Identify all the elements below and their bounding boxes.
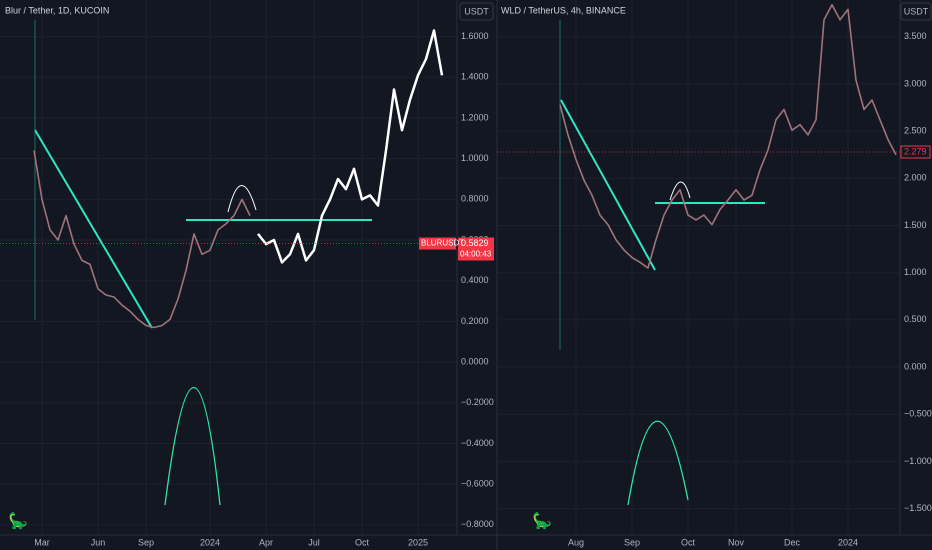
- arc-drawing: [669, 181, 691, 201]
- y-tick-label: −1.500: [904, 503, 932, 513]
- arc-drawing: [627, 420, 689, 506]
- price-line: [559, 3, 897, 269]
- x-tick-label: Mar: [34, 537, 50, 547]
- y-tick-label: 3.500: [904, 31, 927, 41]
- x-tick-label: 2024: [200, 537, 220, 547]
- arc-drawing: [227, 185, 257, 213]
- x-tick-label: Jun: [91, 537, 106, 547]
- x-tick-label: 2024: [838, 537, 858, 547]
- logo: 🦕: [532, 511, 552, 530]
- chart-title: WLD / TetherUS, 4h, BINANCE: [501, 5, 626, 15]
- x-tick-label: Aug: [568, 537, 584, 547]
- trend-line: [34, 129, 153, 329]
- x-tick-label: Sep: [138, 537, 154, 547]
- y-tick-label: 0.4000: [461, 275, 489, 285]
- last-price-label: 2.279: [904, 146, 927, 156]
- y-tick-label: −0.4000: [461, 438, 494, 448]
- x-tick-label: Sep: [624, 537, 640, 547]
- y-tick-label: 1.0000: [461, 153, 489, 163]
- y-tick-label: 1.6000: [461, 31, 489, 41]
- last-price-label: 0.5829: [461, 238, 489, 248]
- countdown-label: 04:00:43: [460, 250, 492, 259]
- unit-button[interactable]: [900, 2, 932, 21]
- symbol-tag: [419, 237, 456, 250]
- y-tick-label: 2.000: [904, 173, 927, 183]
- y-tick-label: 1.500: [904, 220, 927, 230]
- y-tick-label: −0.500: [904, 409, 932, 419]
- data-layer: [0, 3, 900, 329]
- x-tick-label: Oct: [681, 537, 696, 547]
- y-tick-label: 1.4000: [461, 72, 489, 82]
- arc-drawing: [164, 387, 221, 506]
- x-tick-label: Jul: [308, 537, 320, 547]
- y-tick-label: 2.500: [904, 126, 927, 136]
- grid-layer: [0, 0, 900, 535]
- y-tick-label: 3.000: [904, 78, 927, 88]
- symbol-label: BLURUSDT: [421, 239, 464, 248]
- price-tag: [458, 237, 494, 261]
- y-tick-label: 1.000: [904, 267, 927, 277]
- y-tick-label: −0.8000: [461, 519, 494, 529]
- y-tick-label: −0.2000: [461, 397, 494, 407]
- y-tick-label: 1.2000: [461, 112, 489, 122]
- y-tick-label: 0.500: [904, 314, 927, 324]
- x-tick-label: Oct: [355, 537, 370, 547]
- x-tick-label: 2025: [408, 537, 428, 547]
- y-tick-label: 0.0000: [461, 356, 489, 366]
- x-tick-label: Apr: [259, 537, 273, 547]
- chart-title: Blur / Tether, 1D, KUCOIN: [5, 5, 109, 15]
- unit-button[interactable]: [459, 2, 494, 21]
- y-tick-label: −0.6000: [461, 479, 494, 489]
- x-tick-label: Dec: [784, 537, 801, 547]
- y-tick-label: −1.000: [904, 456, 932, 466]
- price-line: [33, 150, 251, 329]
- logo: 🦕: [8, 511, 28, 530]
- trend-line: [560, 99, 656, 271]
- unit-label[interactable]: USDT: [464, 6, 489, 16]
- price-line: [257, 29, 444, 264]
- y-tick-label: 0.000: [904, 361, 927, 371]
- y-tick-label: 0.2000: [461, 316, 489, 326]
- y-tick-label: 0.8000: [461, 194, 489, 204]
- x-tick-label: Nov: [728, 537, 745, 547]
- price-tag: [900, 145, 931, 159]
- unit-label[interactable]: USDT: [904, 6, 929, 16]
